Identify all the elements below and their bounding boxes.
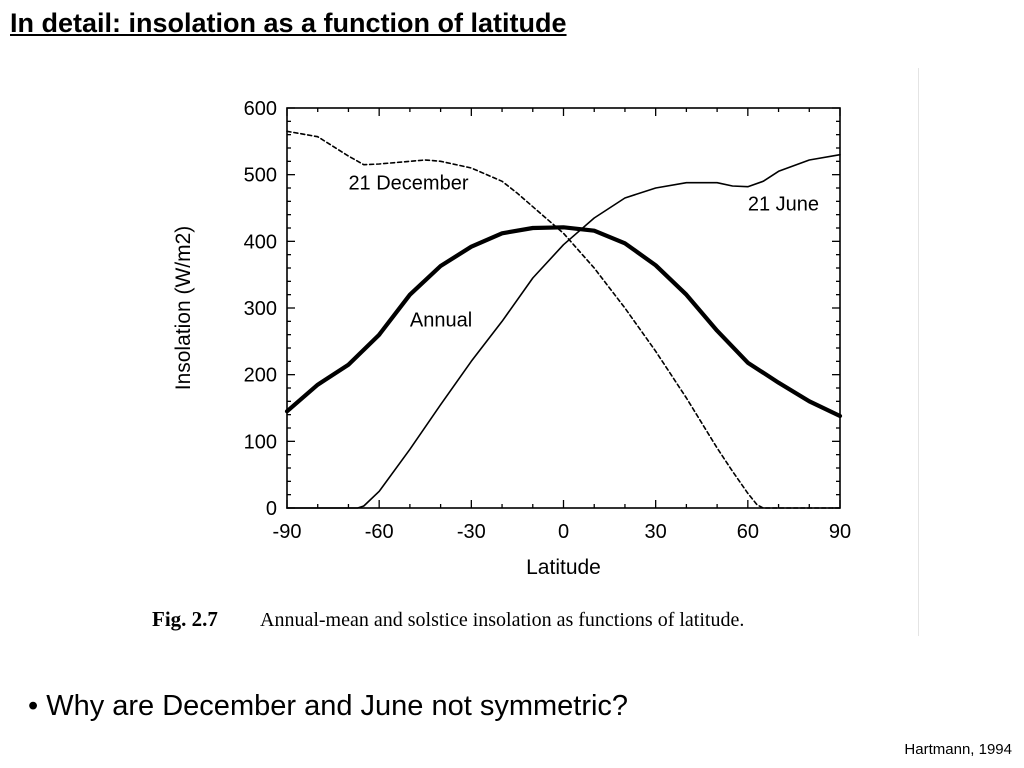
x-axis-label: Latitude — [526, 556, 601, 579]
series-line-21-december — [286, 130, 841, 509]
figure-border — [918, 68, 919, 636]
series-annotations: 21 December 21 June Annual — [348, 172, 819, 331]
figure-caption-label: Fig. 2.7 — [152, 607, 218, 631]
x-tick-label: 0 — [558, 521, 569, 543]
x-tick-label: -60 — [365, 521, 394, 543]
series-line-annual — [284, 225, 843, 419]
series-lines — [284, 130, 843, 509]
x-tick-label: 90 — [829, 521, 851, 543]
figure-caption-text: Annual-mean and solstice insolation as f… — [260, 609, 744, 631]
series-annotation: Annual — [410, 310, 472, 332]
x-tick-label: 30 — [645, 521, 667, 543]
slide-title: In detail: insolation as a function of l… — [10, 8, 567, 38]
y-tick-label: 500 — [244, 165, 277, 187]
y-tick-label: 200 — [244, 365, 277, 387]
figure: -90 -60 -30 0 30 60 90 0 100 200 300 400 500 600 21 D… — [148, 62, 920, 640]
series-line-21-june — [286, 153, 841, 509]
x-tick-label: -90 — [273, 521, 302, 543]
y-axis-label: Insolation (W/m2) — [172, 226, 195, 391]
y-tick-label: 600 — [244, 98, 277, 120]
y-tick-label: 300 — [244, 298, 277, 320]
x-tick-label: -30 — [457, 521, 486, 543]
y-tick-label: 0 — [266, 498, 277, 520]
insolation-chart: -90 -60 -30 0 30 60 90 0 100 200 300 400 500 600 21 D… — [152, 98, 852, 631]
bullet-question: • Why are December and June not symmetri… — [28, 690, 629, 722]
axis-tick-labels: -90 -60 -30 0 30 60 90 0 100 200 300 400 500 600 — [244, 98, 852, 543]
plot-frame — [286, 107, 841, 509]
x-tick-label: 60 — [737, 521, 759, 543]
y-tick-label: 100 — [244, 431, 277, 453]
series-annotation: 21 June — [748, 194, 819, 216]
y-tick-label: 400 — [244, 231, 277, 253]
series-annotation: 21 December — [348, 172, 468, 194]
axis-ticks — [286, 107, 841, 509]
source-credit: Hartmann, 1994 — [904, 741, 1012, 758]
